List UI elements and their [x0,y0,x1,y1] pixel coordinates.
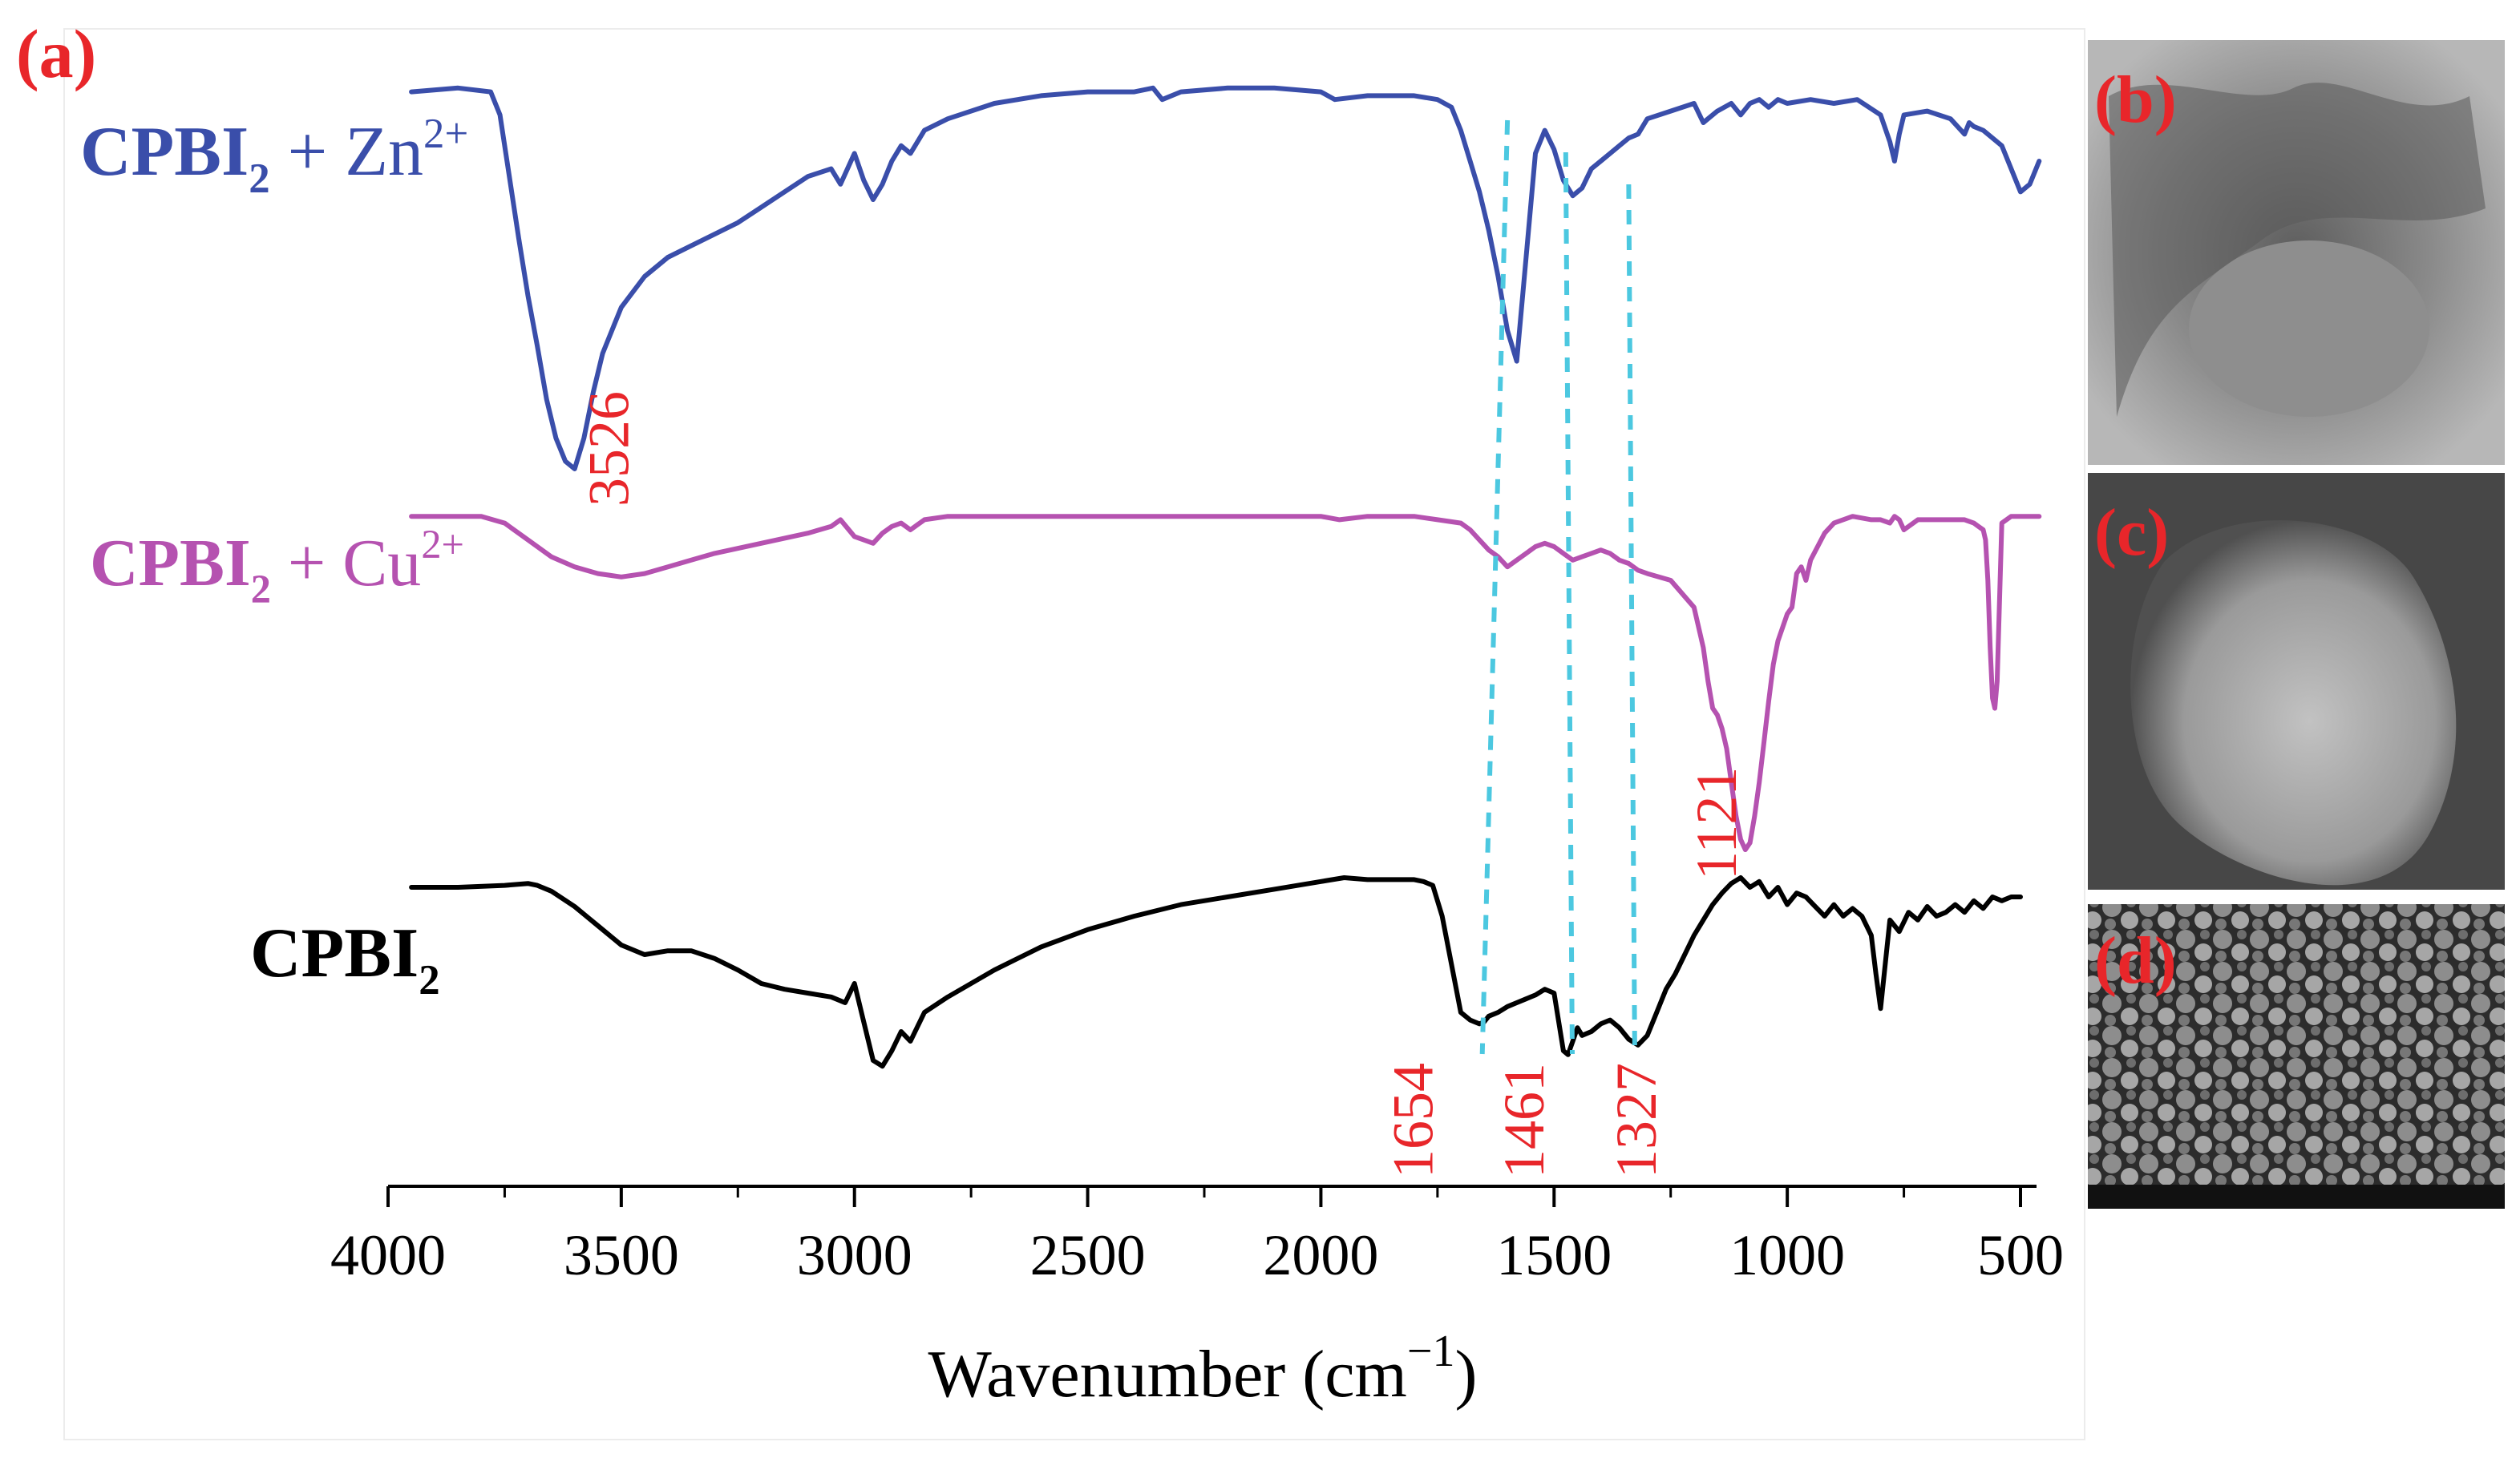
x-tick-label: 1500 [1496,1223,1612,1287]
guide-lines [1479,119,1637,1055]
peak-label: 1461 [1492,1063,1556,1178]
peak-label: 1121 [1685,767,1749,880]
guide-line [1626,184,1637,1055]
series-line-cu [409,514,2042,852]
peak-annotations: 3526 1121 1654 1461 1327 [577,391,1749,1178]
x-tick-label: 4000 [330,1223,446,1287]
series-line-zn [409,85,2042,471]
peak-label: 3526 [577,391,641,507]
sem-panel-d: (d) [2088,904,2505,1209]
peak-label: 1654 [1381,1063,1446,1178]
sem-panel-c: (c) [2088,473,2505,890]
panel-label-b: (b) [2094,63,2177,137]
x-axis-ticks: 4000 3500 3000 2500 2000 1500 1000 500 [330,1186,2064,1287]
x-axis-title: Wavenumber (cm−1) [928,1327,1478,1412]
sem-panel-b: (b) [2088,40,2505,465]
series-labels: CPBI2 + Zn2+ CPBI2 + Cu2+ CPBI2 [80,111,468,1004]
x-tick-label: 2500 [1030,1223,1146,1287]
series-label-cu: CPBI2 + Cu2+ [90,522,464,612]
x-tick-label: 500 [1977,1223,2064,1287]
x-tick-label: 2000 [1263,1223,1378,1287]
panel-label-a: (a) [16,15,96,92]
x-tick-label: 3500 [564,1223,679,1287]
x-tick-label: 1000 [1729,1223,1845,1287]
panel-label-d: (d) [2094,923,2177,998]
guide-line [1563,151,1575,1055]
guide-line [1479,119,1511,1055]
series-label-base: CPBI2 [250,915,440,1004]
series-line-base [409,875,2023,1069]
spectra-group [409,85,2042,1069]
series-label-zn: CPBI2 + Zn2+ [80,111,468,202]
peak-label: 1327 [1604,1063,1669,1178]
x-tick-label: 3000 [797,1223,912,1287]
panel-label-c: (c) [2094,495,2169,570]
